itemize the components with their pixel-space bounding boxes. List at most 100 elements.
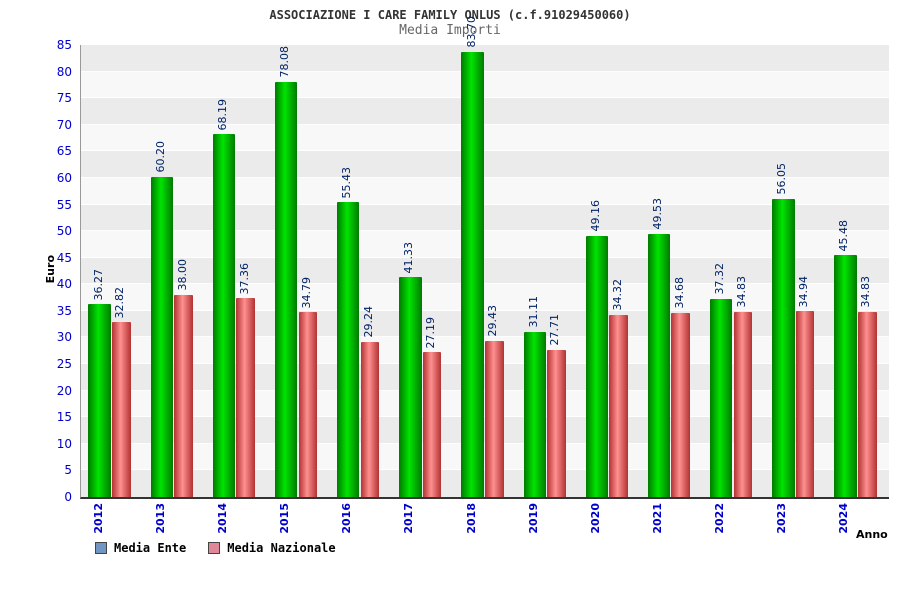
bar-media-ente bbox=[88, 304, 111, 497]
y-tick-label: 40 bbox=[56, 277, 72, 292]
bar-value-label: 36.27 bbox=[91, 268, 105, 301]
gridline bbox=[81, 309, 889, 311]
bar-value-label: 29.43 bbox=[486, 305, 500, 337]
bar-media-nazionale bbox=[485, 340, 504, 497]
y-tick-label: 30 bbox=[56, 330, 72, 345]
bar-value-label: 34.79 bbox=[299, 276, 313, 309]
gridline bbox=[81, 283, 889, 285]
y-tick-label: 50 bbox=[56, 224, 72, 239]
x-tick-label: 2023 bbox=[775, 503, 789, 534]
grid-band bbox=[81, 124, 889, 152]
bar-media-ente bbox=[709, 298, 733, 497]
bar-value-label: 55.43 bbox=[340, 166, 354, 199]
bar-value-label: 38.00 bbox=[175, 259, 189, 291]
bar-media-ente bbox=[523, 331, 546, 497]
bar-value-label: 49.16 bbox=[588, 200, 602, 232]
gridline bbox=[81, 256, 889, 258]
legend-swatch bbox=[208, 542, 221, 554]
y-tick-label: 20 bbox=[56, 383, 72, 398]
bar-media-nazionale bbox=[857, 311, 877, 497]
bar-media-nazionale bbox=[360, 341, 380, 497]
bar-media-ente bbox=[150, 176, 173, 497]
gridline bbox=[81, 203, 889, 205]
y-tick-label: 55 bbox=[56, 197, 72, 212]
x-tick-label: 2022 bbox=[713, 503, 727, 534]
y-tick-label: 65 bbox=[56, 144, 72, 159]
x-tick-label: 2014 bbox=[215, 503, 229, 534]
bar-media-nazionale bbox=[547, 349, 566, 497]
grid-band bbox=[81, 177, 889, 205]
y-tick-label: 70 bbox=[56, 117, 72, 132]
legend: Media Ente Media Nazionale bbox=[95, 541, 336, 555]
x-tick-label: 2024 bbox=[837, 503, 851, 534]
bar-media-ente bbox=[834, 255, 857, 497]
y-tick-label: 35 bbox=[56, 303, 72, 318]
bar-value-label: 37.36 bbox=[237, 262, 251, 295]
x-tick-label: 2016 bbox=[340, 503, 354, 534]
y-tick-label: 0 bbox=[64, 490, 72, 504]
bar-media-nazionale bbox=[174, 294, 193, 497]
bar-media-nazionale bbox=[733, 311, 753, 497]
legend-item: Media Nazionale bbox=[208, 541, 336, 555]
bar-media-nazionale bbox=[795, 311, 815, 497]
bar-value-label: 49.53 bbox=[651, 198, 665, 230]
bar-value-label: 34.94 bbox=[797, 275, 811, 308]
gridline bbox=[81, 230, 889, 232]
bar-media-nazionale bbox=[422, 352, 442, 497]
bar-value-label: 32.82 bbox=[113, 286, 127, 319]
legend-item: Media Ente bbox=[95, 541, 186, 555]
bar-media-ente bbox=[274, 81, 298, 497]
bar-value-label: 78.08 bbox=[278, 46, 292, 78]
bar-media-ente bbox=[212, 134, 236, 497]
plot-area: 36.27 32.82 60.20 38.00 68.19 37.36 78.08 34.79… bbox=[80, 16, 889, 499]
chart-title: ASSOCIAZIONE I CARE FAMILY ONLUS (c.f.91… bbox=[269, 8, 631, 22]
y-tick-label: 5 bbox=[64, 463, 72, 478]
x-tick-label: 2019 bbox=[526, 503, 540, 534]
bar-media-nazionale bbox=[298, 312, 318, 497]
bar-media-ente bbox=[337, 202, 360, 497]
x-tick-label: 2018 bbox=[464, 503, 478, 534]
bar-media-nazionale bbox=[236, 298, 256, 497]
bar-value-label: 34.32 bbox=[610, 279, 624, 311]
grid-band bbox=[81, 310, 889, 338]
legend-swatch bbox=[95, 542, 107, 554]
bar-media-nazionale bbox=[671, 312, 691, 497]
bar-value-label: 34.68 bbox=[672, 277, 686, 309]
y-tick-label: 15 bbox=[56, 410, 72, 425]
bar-media-ente bbox=[772, 198, 795, 497]
y-tick-label: 45 bbox=[56, 250, 72, 265]
x-tick-label: 2020 bbox=[588, 503, 602, 534]
bar-value-label: 68.19 bbox=[215, 98, 229, 131]
bar-media-ente bbox=[585, 235, 609, 497]
bar-media-ente bbox=[647, 233, 671, 497]
x-tick-label: 2017 bbox=[402, 503, 416, 534]
bar-value-label: 60.20 bbox=[153, 141, 167, 173]
bar-value-label: 34.83 bbox=[734, 276, 748, 308]
gridline bbox=[81, 336, 889, 338]
bar-media-nazionale bbox=[112, 322, 131, 497]
y-tick-label: 85 bbox=[56, 38, 72, 52]
grid-band bbox=[81, 151, 889, 178]
x-tick-label: 2012 bbox=[91, 503, 105, 534]
bar-value-label: 45.48 bbox=[837, 219, 851, 252]
y-tick-label: 60 bbox=[56, 170, 72, 185]
y-tick-label: 10 bbox=[56, 436, 72, 451]
bar-value-label: 27.71 bbox=[548, 314, 562, 346]
bar-value-label: 27.19 bbox=[424, 316, 438, 349]
chart-subtitle: Media Importi bbox=[399, 23, 501, 38]
grid-band bbox=[81, 204, 889, 232]
gridline bbox=[81, 44, 889, 45]
legend-label: Media Nazionale bbox=[227, 541, 336, 555]
grid-band bbox=[81, 71, 889, 99]
bar-value-label: 41.33 bbox=[402, 241, 416, 274]
bar-value-label: 83.70 bbox=[464, 16, 478, 48]
grid-band bbox=[81, 231, 889, 258]
y-tick-label: 25 bbox=[56, 357, 72, 372]
bar-value-label: 34.83 bbox=[859, 276, 873, 308]
bar-media-ente bbox=[461, 51, 484, 497]
bar-value-label: 31.11 bbox=[526, 296, 540, 328]
bar-value-label: 56.05 bbox=[775, 163, 789, 195]
x-tick-label: 2021 bbox=[651, 503, 665, 534]
x-tick-label: 2015 bbox=[278, 503, 292, 534]
